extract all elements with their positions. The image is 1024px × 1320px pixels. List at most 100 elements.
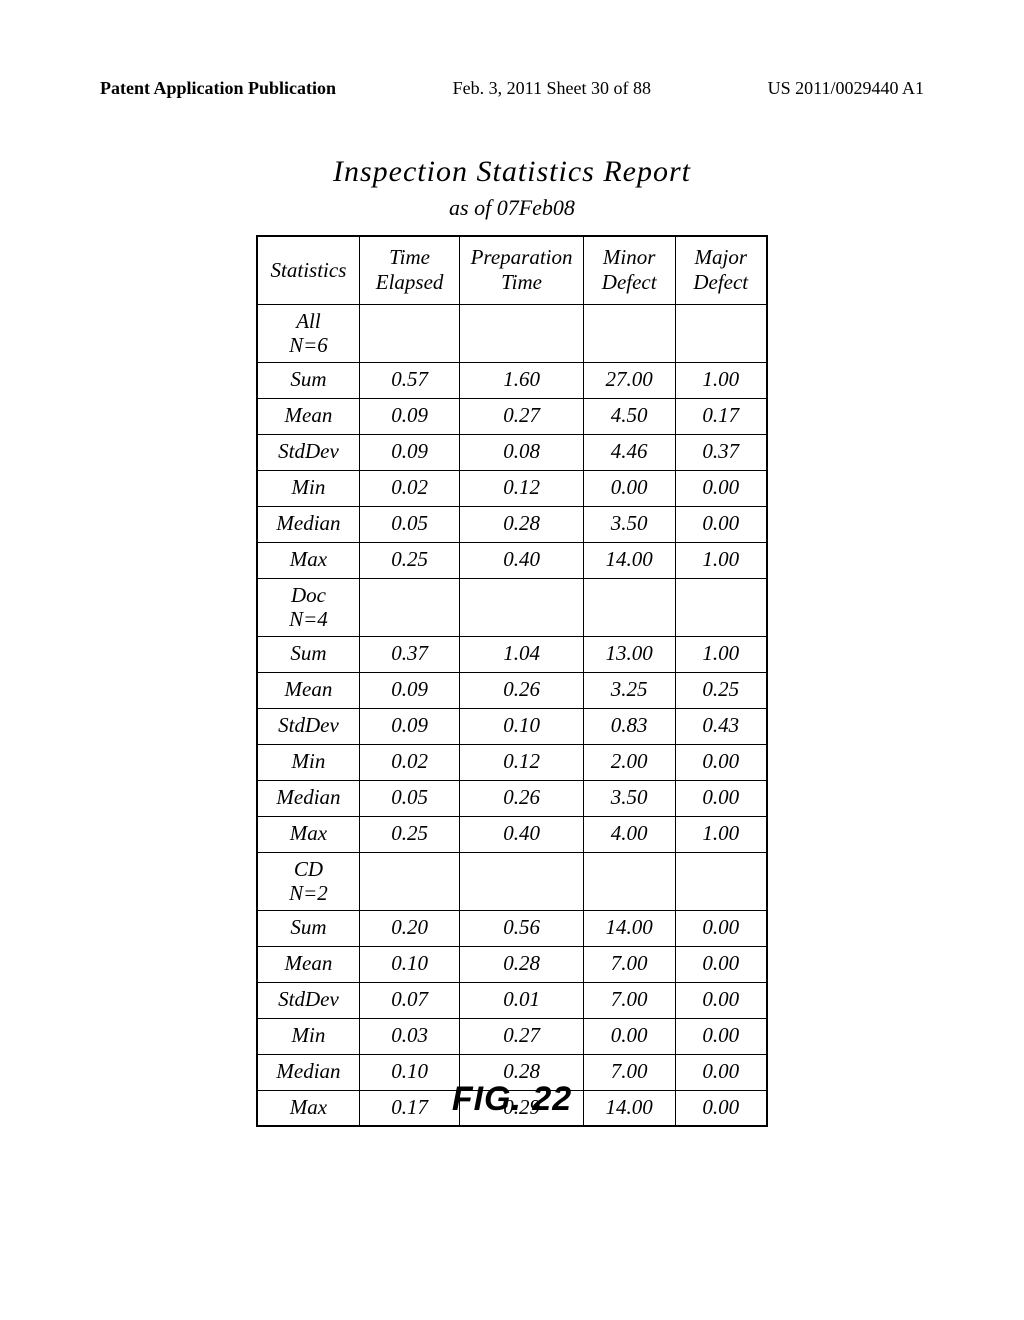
preparation-time-cell: 0.10: [460, 708, 584, 744]
major-defect-cell: 0.00: [675, 982, 767, 1018]
major-defect-cell: 0.00: [675, 1018, 767, 1054]
preparation-time-cell: 0.27: [460, 398, 584, 434]
time-elapsed-cell: 0.09: [359, 434, 459, 470]
preparation-time-cell: 1.60: [460, 362, 584, 398]
minor-defect-cell: 3.50: [583, 780, 675, 816]
table-row: Mean0.090.274.500.17: [257, 398, 767, 434]
empty-cell: [460, 578, 584, 636]
section-header-row: AllN=6: [257, 304, 767, 362]
table-row: Max0.250.404.001.00: [257, 816, 767, 852]
stat-name: Sum: [257, 362, 359, 398]
major-defect-cell: 1.00: [675, 636, 767, 672]
preparation-time-cell: 0.12: [460, 470, 584, 506]
minor-defect-cell: 27.00: [583, 362, 675, 398]
minor-defect-cell: 2.00: [583, 744, 675, 780]
col-header-major-defect: Major Defect: [675, 236, 767, 304]
empty-cell: [460, 852, 584, 910]
stat-name: Median: [257, 780, 359, 816]
time-elapsed-cell: 0.20: [359, 910, 459, 946]
major-defect-cell: 0.00: [675, 744, 767, 780]
stat-name: Min: [257, 470, 359, 506]
statistics-table: Statistics Time Elapsed Preparation Time…: [256, 235, 768, 1127]
empty-cell: [359, 852, 459, 910]
col-header-preparation-time: Preparation Time: [460, 236, 584, 304]
stat-name: StdDev: [257, 982, 359, 1018]
empty-cell: [675, 852, 767, 910]
preparation-time-cell: 0.01: [460, 982, 584, 1018]
preparation-time-cell: 0.12: [460, 744, 584, 780]
time-elapsed-cell: 0.37: [359, 636, 459, 672]
preparation-time-cell: 0.28: [460, 506, 584, 542]
table-row: Sum0.371.0413.001.00: [257, 636, 767, 672]
minor-defect-cell: 4.46: [583, 434, 675, 470]
table-body: AllN=6Sum0.571.6027.001.00Mean0.090.274.…: [257, 304, 767, 1126]
minor-defect-cell: 0.00: [583, 1018, 675, 1054]
page-header: Patent Application Publication Feb. 3, 2…: [0, 78, 1024, 99]
stat-name: StdDev: [257, 434, 359, 470]
table-row: Min0.030.270.000.00: [257, 1018, 767, 1054]
time-elapsed-cell: 0.09: [359, 708, 459, 744]
preparation-time-cell: 0.26: [460, 780, 584, 816]
preparation-time-cell: 0.40: [460, 816, 584, 852]
table-row: StdDev0.090.100.830.43: [257, 708, 767, 744]
minor-defect-cell: 14.00: [583, 910, 675, 946]
col-header-prep-line2: Time: [501, 270, 542, 294]
major-defect-cell: 0.17: [675, 398, 767, 434]
minor-defect-cell: 3.50: [583, 506, 675, 542]
section-label: DocN=4: [257, 578, 359, 636]
col-header-statistics: Statistics: [257, 236, 359, 304]
preparation-time-cell: 0.28: [460, 946, 584, 982]
section-label-line1: CD: [294, 857, 323, 881]
section-header-row: CDN=2: [257, 852, 767, 910]
preparation-time-cell: 1.04: [460, 636, 584, 672]
table-row: Mean0.090.263.250.25: [257, 672, 767, 708]
stat-name: Mean: [257, 398, 359, 434]
stat-name: Min: [257, 1018, 359, 1054]
stat-name: Sum: [257, 636, 359, 672]
empty-cell: [583, 304, 675, 362]
preparation-time-cell: 0.08: [460, 434, 584, 470]
minor-defect-cell: 7.00: [583, 982, 675, 1018]
major-defect-cell: 1.00: [675, 816, 767, 852]
figure-label: FIG. 22: [0, 1080, 1024, 1119]
section-label-line2: N=2: [289, 881, 328, 905]
empty-cell: [460, 304, 584, 362]
table-row: Min0.020.120.000.00: [257, 470, 767, 506]
col-header-minor-defect: Minor Defect: [583, 236, 675, 304]
time-elapsed-cell: 0.05: [359, 506, 459, 542]
minor-defect-cell: 14.00: [583, 542, 675, 578]
section-label-line1: Doc: [291, 583, 326, 607]
preparation-time-cell: 0.27: [460, 1018, 584, 1054]
major-defect-cell: 0.43: [675, 708, 767, 744]
time-elapsed-cell: 0.05: [359, 780, 459, 816]
time-elapsed-cell: 0.25: [359, 816, 459, 852]
major-defect-cell: 1.00: [675, 542, 767, 578]
major-defect-cell: 0.00: [675, 946, 767, 982]
major-defect-cell: 0.00: [675, 910, 767, 946]
section-label-line1: All: [296, 309, 321, 333]
minor-defect-cell: 0.00: [583, 470, 675, 506]
stat-name: Sum: [257, 910, 359, 946]
minor-defect-cell: 4.00: [583, 816, 675, 852]
header-center-text: Feb. 3, 2011 Sheet 30 of 88: [453, 78, 651, 99]
stat-name: Mean: [257, 946, 359, 982]
table-row: StdDev0.070.017.000.00: [257, 982, 767, 1018]
major-defect-cell: 0.37: [675, 434, 767, 470]
statistics-table-wrap: Statistics Time Elapsed Preparation Time…: [256, 235, 768, 1127]
minor-defect-cell: 4.50: [583, 398, 675, 434]
col-header-time-elapsed: Time Elapsed: [359, 236, 459, 304]
section-label: AllN=6: [257, 304, 359, 362]
major-defect-cell: 1.00: [675, 362, 767, 398]
empty-cell: [583, 578, 675, 636]
time-elapsed-cell: 0.10: [359, 946, 459, 982]
section-label: CDN=2: [257, 852, 359, 910]
table-row: Sum0.200.5614.000.00: [257, 910, 767, 946]
section-label-line2: N=4: [289, 607, 328, 631]
stat-name: StdDev: [257, 708, 359, 744]
section-header-row: DocN=4: [257, 578, 767, 636]
preparation-time-cell: 0.40: [460, 542, 584, 578]
table-row: Median0.050.283.500.00: [257, 506, 767, 542]
table-row: Mean0.100.287.000.00: [257, 946, 767, 982]
minor-defect-cell: 0.83: [583, 708, 675, 744]
major-defect-cell: 0.25: [675, 672, 767, 708]
